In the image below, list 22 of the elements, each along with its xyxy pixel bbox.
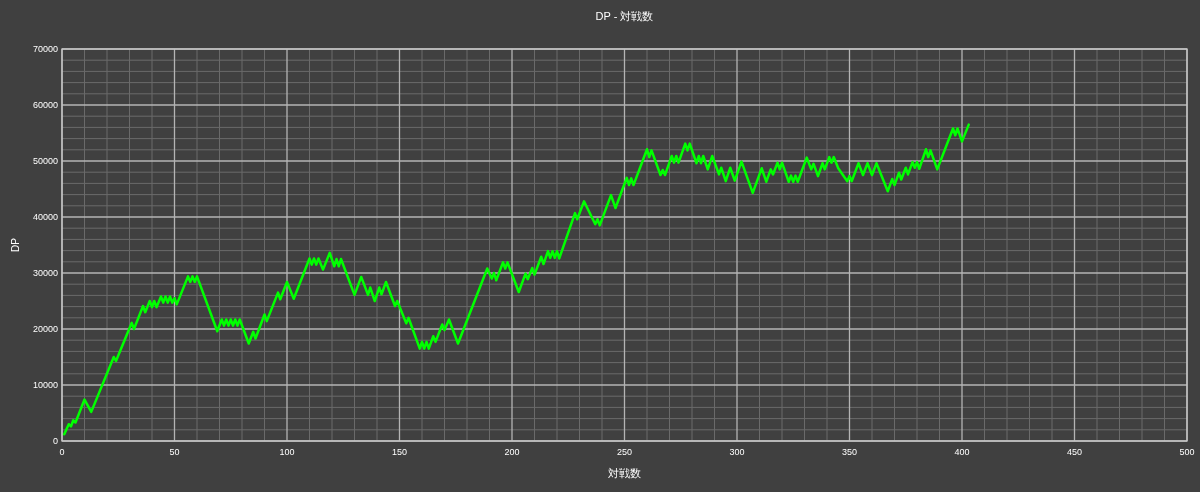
y-tick-label: 60000	[32, 100, 58, 110]
y-axis-title: DP	[10, 237, 21, 252]
x-tick-label: 0	[59, 447, 65, 457]
y-tick-label: 70000	[32, 44, 58, 54]
x-tick-label: 250	[616, 447, 633, 457]
x-tick-label: 200	[504, 447, 520, 457]
x-tick-label: 450	[1066, 447, 1083, 457]
y-tick-label: 10000	[32, 380, 58, 390]
x-tick-label: 150	[391, 447, 408, 457]
x-tick-label: 100	[279, 447, 295, 457]
x-tick-label: 400	[954, 447, 970, 457]
y-tick-label: 20000	[32, 324, 58, 334]
x-tick-label: 350	[841, 447, 858, 457]
y-tick-label: 40000	[32, 212, 58, 222]
x-tick-label: 300	[729, 447, 745, 457]
x-tick-label: 500	[1179, 447, 1195, 457]
y-tick-label: 50000	[32, 156, 58, 166]
chart-title: DP - 対戦数	[595, 10, 654, 22]
x-tick-label: 50	[169, 447, 180, 457]
x-axis-title: 対戦数	[608, 467, 641, 479]
y-tick-label: 0	[52, 436, 58, 446]
y-tick-label: 30000	[32, 268, 58, 278]
